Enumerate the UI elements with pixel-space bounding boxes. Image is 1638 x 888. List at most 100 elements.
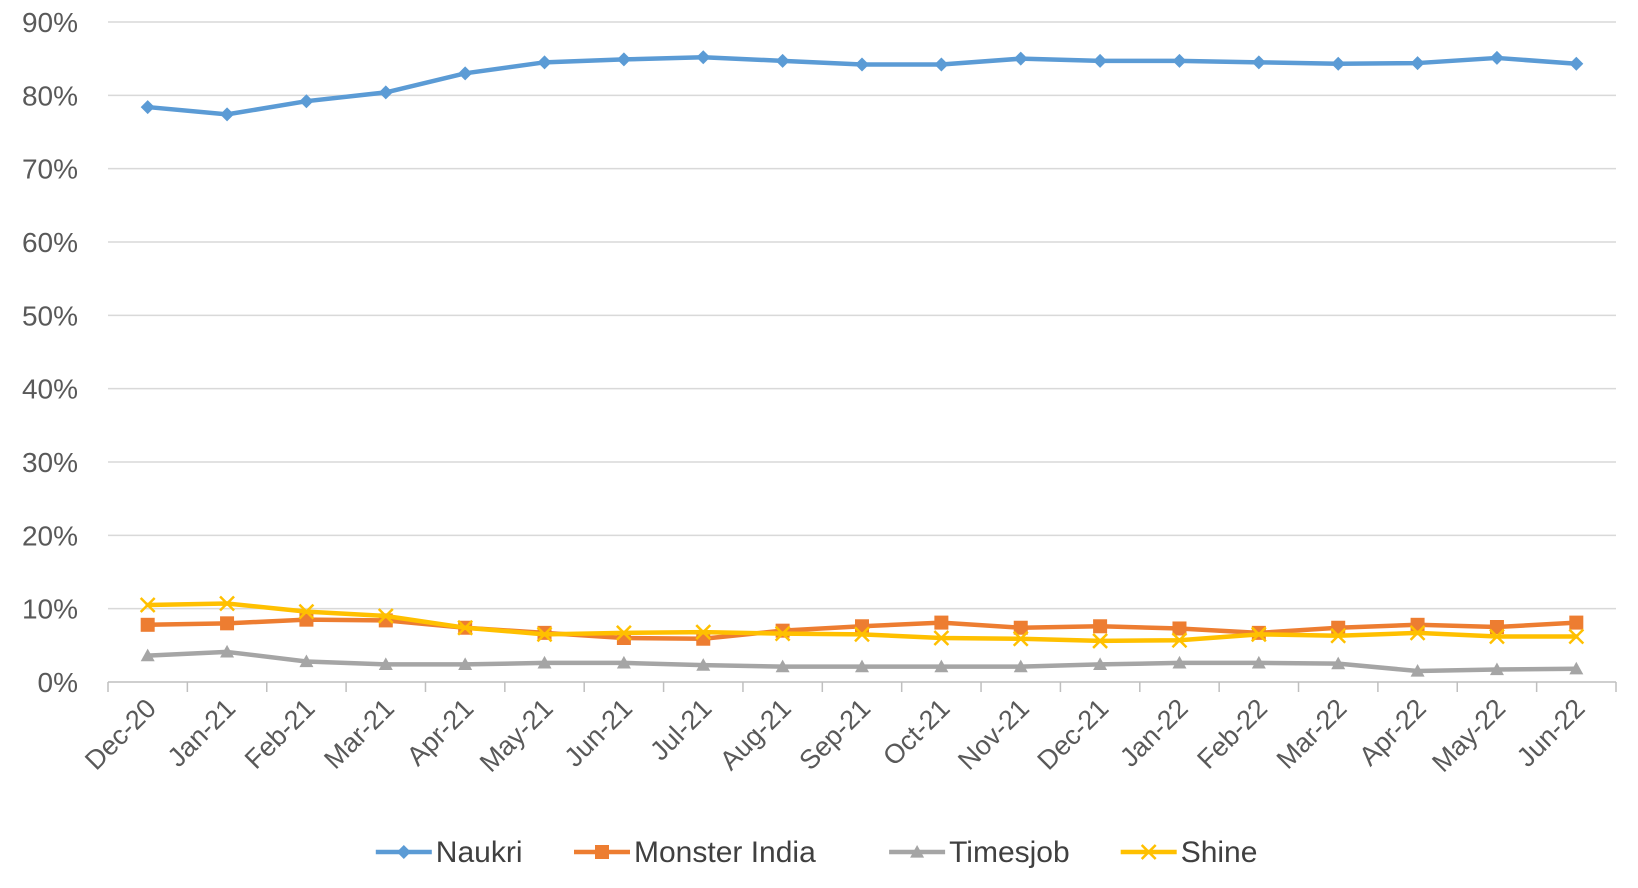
legend-marker-timesjob bbox=[910, 845, 925, 858]
data-point-timesjob bbox=[1410, 664, 1425, 677]
data-point-shine bbox=[933, 630, 950, 646]
y-tick-label: 30% bbox=[22, 447, 78, 478]
data-point-shine bbox=[1092, 633, 1108, 649]
data-point-shine bbox=[1409, 624, 1426, 641]
data-point-timesjob bbox=[1172, 655, 1187, 669]
data-point-monster-india bbox=[1172, 621, 1187, 636]
x-tick-label: Jul-21 bbox=[644, 693, 717, 766]
data-point-shine bbox=[1489, 628, 1505, 645]
data-point-monster-india bbox=[220, 616, 235, 631]
data-point-naukri bbox=[1331, 56, 1346, 71]
data-point-naukri bbox=[1093, 53, 1108, 68]
data-point-naukri bbox=[775, 53, 790, 68]
data-point-timesjob bbox=[696, 658, 711, 671]
data-point-naukri bbox=[140, 100, 155, 115]
data-point-shine bbox=[1568, 628, 1585, 645]
data-point-naukri bbox=[378, 85, 393, 100]
data-point-timesjob bbox=[299, 654, 314, 668]
gridlines bbox=[108, 21, 1616, 610]
data-point-naukri bbox=[1172, 53, 1187, 68]
y-axis-tick-labels: 0% 10% 20% 30% 40% 50% 60% 70% 80% 90% bbox=[22, 7, 78, 698]
series-naukri bbox=[140, 50, 1584, 122]
x-tick-label: Mar-22 bbox=[1271, 693, 1353, 775]
data-point-shine bbox=[854, 626, 870, 643]
legend-marker-monster-india bbox=[595, 845, 609, 859]
x-tick-label: Aug-21 bbox=[714, 693, 797, 776]
axes bbox=[107, 681, 1617, 692]
data-point-timesjob bbox=[1013, 659, 1028, 673]
y-tick-label: 20% bbox=[22, 520, 78, 551]
y-tick-label: 60% bbox=[22, 227, 78, 258]
series-monster-india bbox=[140, 612, 1584, 646]
data-point-naukri bbox=[220, 107, 235, 122]
x-tick-label: Oct-21 bbox=[877, 693, 956, 772]
data-point-shine bbox=[695, 624, 712, 641]
data-point-monster-india bbox=[1569, 615, 1584, 630]
data-point-shine bbox=[219, 595, 235, 612]
data-point-timesjob bbox=[616, 655, 631, 669]
y-tick-label: 80% bbox=[22, 80, 78, 111]
data-point-shine bbox=[457, 619, 474, 636]
data-point-timesjob bbox=[220, 644, 235, 658]
data-point-naukri bbox=[1569, 56, 1584, 71]
data-point-timesjob bbox=[1093, 657, 1108, 670]
legend-marker-shine bbox=[1140, 844, 1157, 860]
y-tick-label: 70% bbox=[22, 154, 78, 185]
x-tick-label: Jun-21 bbox=[559, 693, 639, 773]
data-point-timesjob bbox=[1569, 661, 1584, 675]
y-tick-label: 40% bbox=[22, 374, 78, 405]
data-point-monster-india bbox=[1489, 620, 1504, 634]
y-tick-label: 90% bbox=[22, 7, 78, 38]
data-point-timesjob bbox=[458, 657, 473, 670]
data-point-naukri bbox=[537, 55, 552, 70]
data-point-naukri bbox=[934, 57, 949, 72]
data-point-timesjob bbox=[1331, 656, 1346, 670]
data-point-timesjob bbox=[537, 655, 552, 669]
data-point-shine bbox=[536, 626, 553, 643]
data-point-timesjob bbox=[378, 657, 393, 670]
data-point-shine bbox=[377, 608, 394, 624]
legend-label: Timesjob bbox=[949, 836, 1070, 869]
x-tick-label: Apr-21 bbox=[401, 693, 480, 772]
legend-label: Monster India bbox=[634, 836, 816, 869]
data-point-shine bbox=[1012, 630, 1029, 647]
data-point-monster-india bbox=[140, 617, 155, 632]
data-point-timesjob bbox=[140, 648, 155, 662]
data-point-naukri bbox=[1489, 50, 1504, 65]
x-tick-label: May-22 bbox=[1426, 693, 1511, 778]
data-point-naukri bbox=[616, 52, 631, 67]
x-tick-label: Feb-22 bbox=[1191, 693, 1273, 775]
data-point-timesjob bbox=[1251, 655, 1266, 669]
data-point-shine bbox=[774, 625, 791, 642]
series-shine bbox=[139, 595, 1585, 649]
series-lines bbox=[139, 50, 1585, 677]
data-point-shine bbox=[1330, 627, 1347, 644]
x-tick-label: Nov-21 bbox=[952, 693, 1035, 776]
data-point-naukri bbox=[1410, 56, 1425, 71]
legend-label: Shine bbox=[1181, 836, 1258, 869]
data-point-monster-india bbox=[1013, 620, 1028, 635]
legend-item-shine: Shine bbox=[1120, 836, 1258, 869]
x-tick-label: Dec-21 bbox=[1032, 693, 1115, 776]
data-point-timesjob bbox=[1489, 662, 1504, 676]
data-point-timesjob bbox=[934, 659, 949, 673]
x-tick-label: Jan-21 bbox=[162, 693, 242, 773]
data-point-naukri bbox=[1251, 55, 1266, 70]
x-tick-label: Feb-21 bbox=[239, 693, 321, 775]
data-point-shine bbox=[298, 603, 315, 620]
data-point-shine bbox=[616, 624, 632, 641]
legend-marker-naukri bbox=[396, 845, 411, 859]
data-point-shine bbox=[139, 597, 156, 613]
x-tick-label: May-21 bbox=[474, 693, 559, 778]
legend-item-monster-india: Monster India bbox=[574, 836, 816, 869]
data-point-timesjob bbox=[855, 659, 869, 673]
y-tick-label: 50% bbox=[22, 300, 78, 331]
data-point-monster-india bbox=[1093, 619, 1108, 634]
x-tick-label: Sep-21 bbox=[793, 693, 876, 776]
data-point-naukri bbox=[855, 57, 869, 72]
legend-item-timesjob: Timesjob bbox=[889, 836, 1070, 869]
data-point-naukri bbox=[299, 94, 314, 109]
